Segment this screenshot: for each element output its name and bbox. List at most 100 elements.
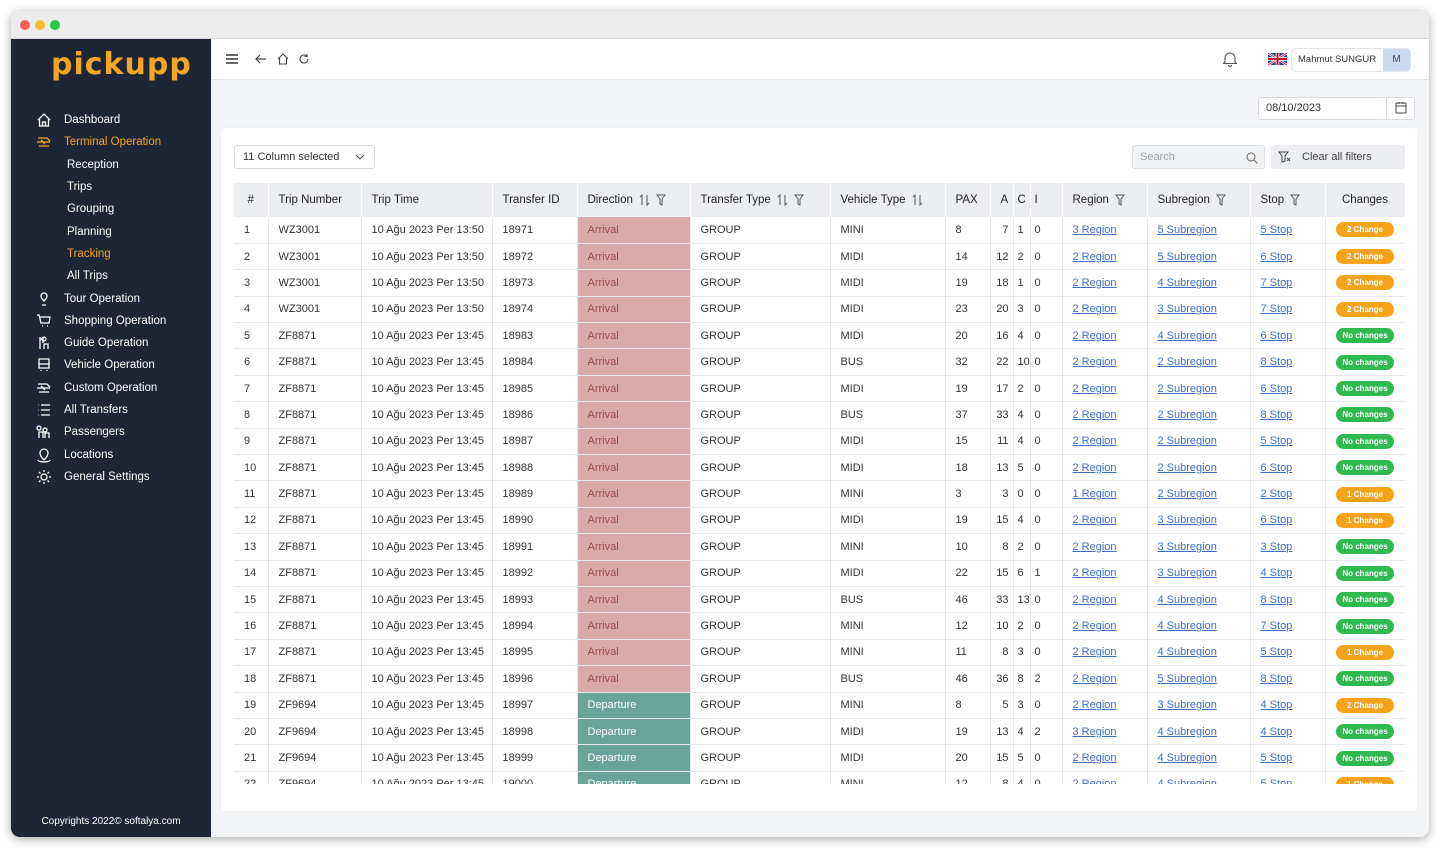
cell-link[interactable]: 3 Region [1073,726,1117,738]
menu-item[interactable]: Custom Operation [11,377,211,399]
cell-link[interactable]: 5 Subregion [1158,224,1217,236]
column-header[interactable]: Stop [1250,183,1325,217]
menu-item[interactable]: Vehicle Operation [11,354,211,376]
column-header[interactable]: Vehicle Type [830,183,945,217]
cell-link[interactable]: 5 Subregion [1158,251,1217,263]
menu-item[interactable]: General Settings [11,466,211,488]
table-row[interactable]: 10ZF887110 Ağu 2023 Per 13:4518988Arriva… [234,455,1405,481]
language-flag[interactable] [1268,53,1287,65]
cell-link[interactable]: 2 Region [1073,356,1117,368]
table-row[interactable]: 11ZF887110 Ağu 2023 Per 13:4518989Arriva… [234,481,1405,507]
cell-link[interactable]: 6 Stop [1261,462,1293,474]
table-row[interactable]: 17ZF887110 Ağu 2023 Per 13:4518995Arriva… [234,639,1405,665]
sort-icon[interactable] [777,194,788,206]
cell-link[interactable]: 2 Region [1073,594,1117,606]
cell-link[interactable]: 8 Stop [1261,409,1293,421]
filter-icon[interactable] [794,194,804,206]
table-row[interactable]: 12ZF887110 Ağu 2023 Per 13:4518990Arriva… [234,507,1405,533]
cell-link[interactable]: 6 Stop [1261,514,1293,526]
cell-link[interactable]: 2 Region [1073,303,1117,315]
table-row[interactable]: 6ZF887110 Ağu 2023 Per 13:4518984Arrival… [234,349,1405,375]
cell-link[interactable]: 4 Subregion [1158,277,1217,289]
table-row[interactable]: 5ZF887110 Ağu 2023 Per 13:4518983Arrival… [234,323,1405,349]
table-row[interactable]: 7ZF887110 Ağu 2023 Per 13:4518985Arrival… [234,375,1405,401]
column-header[interactable]: Changes [1325,183,1405,217]
cell-link[interactable]: 2 Region [1073,778,1117,784]
menu-item[interactable]: Passengers [11,421,211,443]
table-row[interactable]: 14ZF887110 Ağu 2023 Per 13:4518992Arriva… [234,560,1405,586]
cell-link[interactable]: 5 Stop [1261,646,1293,658]
cell-link[interactable]: 2 Subregion [1158,435,1217,447]
filter-icon[interactable] [1115,194,1125,206]
cell-link[interactable]: 5 Stop [1261,224,1293,236]
menu-item[interactable]: Guide Operation [11,332,211,354]
cell-link[interactable]: 7 Stop [1261,277,1293,289]
zoom-dot[interactable] [50,20,60,30]
column-header[interactable]: A [990,183,1013,217]
cell-link[interactable]: 3 Subregion [1158,303,1217,315]
column-header[interactable]: Direction [577,183,690,217]
cell-link[interactable]: 1 Region [1073,488,1117,500]
cell-link[interactable]: 4 Stop [1261,699,1293,711]
cell-link[interactable]: 6 Stop [1261,251,1293,263]
menu-item[interactable]: Dashboard [11,109,211,131]
table-row[interactable]: 13ZF887110 Ağu 2023 Per 13:4518991Arriva… [234,534,1405,560]
cell-link[interactable]: 5 Stop [1261,435,1293,447]
cell-link[interactable]: 3 Stop [1261,541,1293,553]
submenu-item[interactable]: Trips [11,176,211,198]
cell-link[interactable]: 5 Subregion [1158,673,1217,685]
table-row[interactable]: 20ZF969410 Ağu 2023 Per 13:4518998Depart… [234,718,1405,744]
cell-link[interactable]: 7 Stop [1261,620,1293,632]
submenu-item[interactable]: All Trips [11,265,211,287]
cell-link[interactable]: 6 Stop [1261,383,1293,395]
cell-link[interactable]: 2 Region [1073,435,1117,447]
back-button[interactable] [255,53,267,65]
column-header[interactable]: Transfer ID [492,183,577,217]
filter-icon[interactable] [1216,194,1226,206]
cell-link[interactable]: 5 Stop [1261,778,1293,784]
cell-link[interactable]: 2 Region [1073,514,1117,526]
cell-link[interactable]: 2 Region [1073,462,1117,474]
menu-toggle[interactable] [226,54,238,64]
table-row[interactable]: 8ZF887110 Ağu 2023 Per 13:4518986Arrival… [234,402,1405,428]
table-row[interactable]: 22ZF969410 Ağu 2023 Per 13:4519000Depart… [234,771,1405,784]
cell-link[interactable]: 2 Region [1073,541,1117,553]
table-row[interactable]: 16ZF887110 Ağu 2023 Per 13:4518994Arriva… [234,613,1405,639]
column-header[interactable]: Trip Number [268,183,361,217]
table-row[interactable]: 18ZF887110 Ağu 2023 Per 13:4518996Arriva… [234,666,1405,692]
submenu-item[interactable]: Planning [11,220,211,242]
table-row[interactable]: 9ZF887110 Ağu 2023 Per 13:4518987Arrival… [234,428,1405,454]
search-input[interactable]: Search [1132,145,1265,169]
clear-filters-button[interactable]: Clear all filters [1271,145,1405,169]
sort-icon[interactable] [912,194,923,206]
user-menu[interactable]: Mahmut SUNGURM [1291,48,1411,72]
cell-link[interactable]: 2 Region [1073,251,1117,263]
submenu-item[interactable]: Grouping [11,198,211,220]
cell-link[interactable]: 2 Subregion [1158,383,1217,395]
cell-link[interactable]: 4 Subregion [1158,594,1217,606]
menu-item[interactable]: Terminal Operation [11,131,211,153]
table-row[interactable]: 1WZ300110 Ağu 2023 Per 13:5018971Arrival… [234,217,1405,243]
column-header[interactable]: Subregion [1147,183,1250,217]
cell-link[interactable]: 2 Region [1073,277,1117,289]
cell-link[interactable]: 2 Region [1073,752,1117,764]
date-picker[interactable]: 08/10/2023 [1258,97,1415,120]
cell-link[interactable]: 4 Subregion [1158,752,1217,764]
table-row[interactable]: 4WZ300110 Ağu 2023 Per 13:5018974Arrival… [234,296,1405,322]
column-header[interactable]: Region [1062,183,1147,217]
sort-icon[interactable] [639,194,650,206]
calendar-icon[interactable] [1386,98,1414,119]
cell-link[interactable]: 3 Subregion [1158,699,1217,711]
table-row[interactable]: 15ZF887110 Ağu 2023 Per 13:4518993Arriva… [234,586,1405,612]
column-header[interactable]: C [1013,183,1030,217]
column-header[interactable]: # [234,183,268,217]
cell-link[interactable]: 4 Stop [1261,726,1293,738]
cell-link[interactable]: 4 Subregion [1158,620,1217,632]
cell-link[interactable]: 8 Stop [1261,356,1293,368]
submenu-item[interactable]: Reception [11,154,211,176]
column-header[interactable]: Transfer Type [690,183,830,217]
cell-link[interactable]: 2 Subregion [1158,488,1217,500]
cell-link[interactable]: 4 Subregion [1158,726,1217,738]
refresh-button[interactable] [298,53,310,65]
filter-icon[interactable] [1290,194,1300,206]
